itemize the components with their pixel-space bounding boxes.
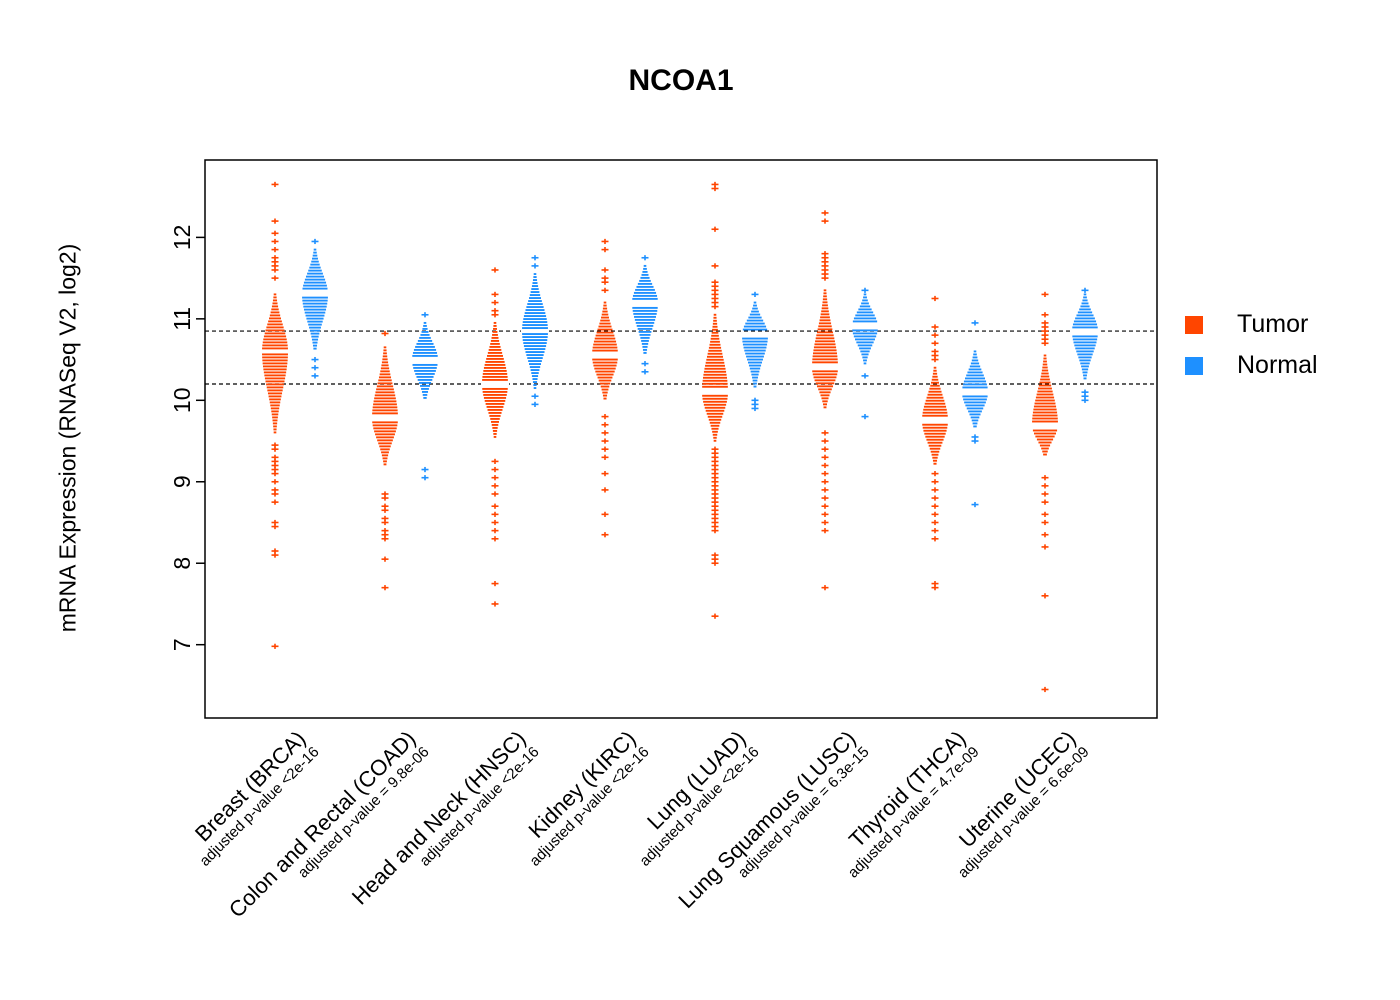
violin-tumor-ucec — [1031, 291, 1059, 693]
violin-normal-coad — [411, 312, 439, 481]
y-tick-label: 12 — [169, 225, 195, 251]
legend-label-normal: Normal — [1237, 351, 1318, 379]
violin-tumor-coad — [371, 330, 399, 591]
violin-tumor-lusc — [811, 210, 839, 591]
violin-tumor-brca — [261, 181, 289, 649]
panel-border — [204, 159, 1158, 719]
violin-normal-thca — [961, 320, 989, 508]
x-axis-label-coad: Colon and Rectal (COAD)adjusted p-value … — [224, 726, 433, 935]
chart-title: NCOA1 — [628, 64, 734, 97]
y-tick-label: 9 — [169, 475, 195, 488]
tumor-color-swatch — [1185, 315, 1203, 334]
legend-item-normal: Normal — [1185, 351, 1318, 380]
violin-tumor-hnsc — [481, 267, 509, 607]
violin-tumor-kirc — [591, 238, 619, 538]
y-tick-label: 7 — [169, 638, 195, 651]
y-tick-label: 10 — [169, 388, 195, 414]
violin-normal-brca — [301, 238, 329, 379]
violin-normal-luad — [741, 291, 769, 412]
violin-normal-hnsc — [521, 255, 549, 407]
y-tick-label: 11 — [169, 307, 195, 331]
violin-tumor-thca — [921, 295, 949, 591]
legend: Tumor Normal — [1185, 310, 1318, 380]
violin-normal-ucec — [1071, 287, 1099, 403]
violin-normal-kirc — [631, 255, 659, 375]
legend-label-tumor: Tumor — [1237, 310, 1309, 338]
violin-tumor-luad — [701, 181, 729, 619]
y-tick-label: 8 — [169, 557, 195, 570]
violin-normal-lusc — [851, 287, 879, 420]
legend-item-tumor: Tumor — [1185, 310, 1318, 339]
normal-color-swatch — [1185, 356, 1203, 375]
y-axis-title: mRNA Expression (RNASeq V2, log2) — [54, 243, 81, 633]
